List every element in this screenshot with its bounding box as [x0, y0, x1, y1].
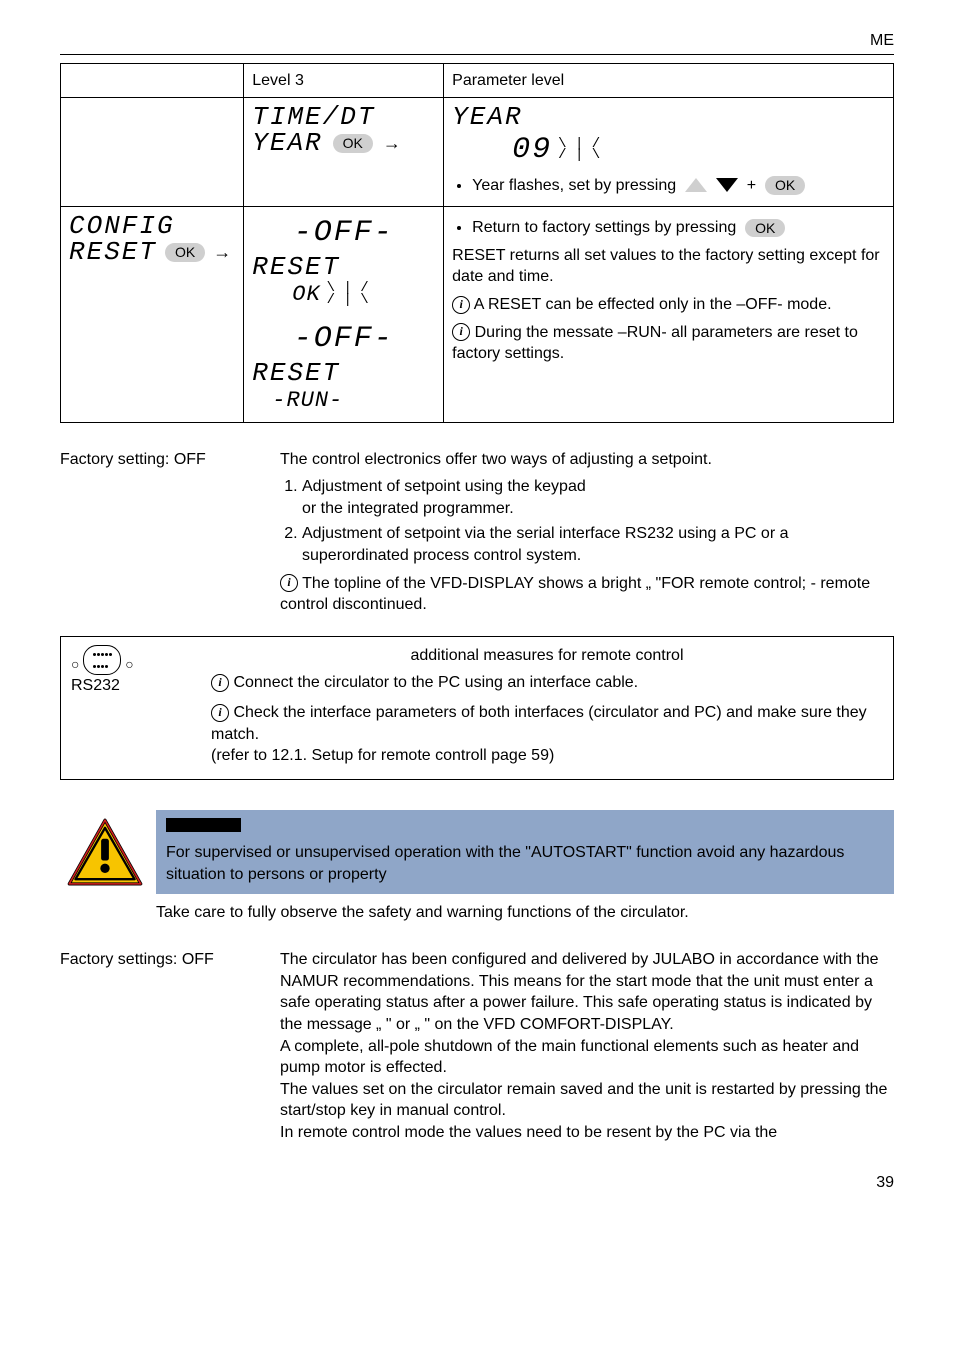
factory-setting-label: Factory setting: OFF [60, 449, 250, 616]
seg-reset-mid-1: RESET [252, 254, 435, 280]
info-icon-2: i [452, 323, 470, 341]
rs232-title: additional measures for remote control [211, 645, 883, 667]
tri-down-icon[interactable] [716, 178, 738, 192]
row2-p3: During the messate –RUN- all parameters … [452, 324, 858, 363]
row2-mid-cell: -OFF- RESET OK \ | / / | \ -OFF- RESET -… [244, 207, 444, 422]
rs232-label: RS232 [71, 675, 201, 697]
flash-bottom-icon: / | \ [558, 150, 600, 161]
factory2-p3: The values set on the circulator remain … [280, 1079, 894, 1122]
plus-text: + [747, 177, 756, 194]
rs232-p1: Connect the circulator to the PC using a… [233, 674, 638, 691]
flash-bottom-icon-2: / | \ [327, 295, 369, 306]
row1-bullet-text: Year flashes, set by pressing [472, 177, 676, 194]
info-icon-1: i [452, 296, 470, 314]
factory-settings-2-label: Factory settings: OFF [60, 949, 250, 1143]
ok-key[interactable]: OK [333, 134, 373, 153]
row2-left-cell: CONFIG RESET OK → [61, 207, 244, 422]
ok-key-2[interactable]: OK [765, 176, 805, 195]
factory-li1: Adjustment of setpoint using the keypad … [302, 476, 894, 519]
tri-up-icon[interactable] [685, 178, 707, 192]
ok-key-4[interactable]: OK [745, 219, 785, 238]
factory2-p4: In remote control mode the values need t… [280, 1122, 894, 1144]
factory2-p1: The circulator has been configured and d… [280, 949, 894, 1035]
seg-config: CONFIG [69, 213, 235, 239]
seg-09: 09 [512, 130, 552, 171]
warning-text-2: Take care to fully observe the safety an… [60, 894, 894, 924]
row1-param-cell: YEAR 09 \ | / / | \ Year flashes, set by… [444, 98, 894, 207]
seg-time-dt: TIME/DT [252, 104, 435, 130]
warning-black-bar [166, 818, 241, 832]
row1-level-cell: TIME/DT YEAR OK → [244, 98, 444, 207]
factory-li1b: or the integrated programmer. [302, 500, 514, 517]
page-number: 39 [60, 1172, 894, 1194]
factory-info: The topline of the VFD-DISPLAY shows a b… [280, 575, 870, 614]
factory-li2: Adjustment of setpoint via the serial in… [302, 523, 894, 566]
row2-p2: A RESET can be effected only in the –OFF… [474, 296, 832, 313]
seg-reset-left: RESET [69, 239, 157, 265]
factory-setting-section: Factory setting: OFF The control electro… [60, 449, 894, 616]
seg-year-left: YEAR [252, 130, 322, 156]
seg-off-2: -OFF- [252, 319, 435, 360]
seg-year-right: YEAR [452, 104, 885, 130]
row2-bullet: Return to factory settings by pressing O… [472, 217, 885, 239]
empty-header [61, 63, 244, 98]
parameter-table: Level 3 Parameter level TIME/DT YEAR OK … [60, 63, 894, 423]
page-header-right: ME [60, 30, 894, 55]
factory2-p2: A complete, all-pole shutdown of the mai… [280, 1036, 894, 1079]
row2-p1: RESET returns all set values to the fact… [452, 245, 885, 288]
seg-off-1: -OFF- [252, 213, 435, 254]
factory-li1a: Adjustment of setpoint using the keypad [302, 478, 586, 495]
seg-reset-mid-2: RESET [252, 360, 435, 386]
arrow-right-icon: → [383, 131, 401, 155]
arrow-right-icon-2: → [213, 240, 231, 264]
factory-settings-2-section: Factory settings: OFF The circulator has… [60, 949, 894, 1143]
rs232-box: ○ ○ RS232 additional measures for remote… [60, 636, 894, 780]
seg-ok-mid: OK [292, 280, 320, 310]
warning-triangle-icon [60, 810, 156, 894]
warning-box: For supervised or unsupervised operation… [60, 810, 894, 894]
ok-key-3[interactable]: OK [165, 243, 205, 262]
row1-left-empty [61, 98, 244, 207]
rs232-p2: Check the interface parameters of both i… [211, 704, 867, 743]
row1-bullet: Year flashes, set by pressing + OK [472, 175, 885, 197]
info-icon-3: i [280, 574, 298, 592]
rs232-p3: (refer to 12.1. Setup for remote control… [211, 745, 883, 767]
factory-intro: The control electronics offer two ways o… [280, 449, 894, 471]
row2-bullet-text: Return to factory settings by pressing [472, 219, 736, 236]
param-header: Parameter level [444, 63, 894, 98]
info-icon-4: i [211, 674, 229, 692]
row2-right-cell: Return to factory settings by pressing O… [444, 207, 894, 422]
rs232-connector-icon: ○ ○ [71, 645, 201, 675]
level-header: Level 3 [244, 63, 444, 98]
info-icon-5: i [211, 704, 229, 722]
warning-text-1: For supervised or unsupervised operation… [166, 844, 844, 883]
seg-run: -RUN- [252, 386, 435, 416]
